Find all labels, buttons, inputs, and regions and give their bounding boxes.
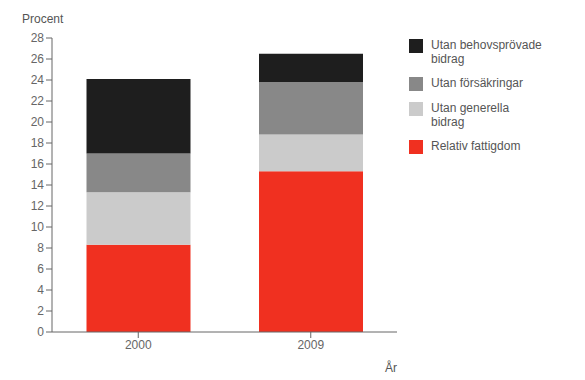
- html-text:bidrag: bidrag: [431, 52, 465, 66]
- html-text:bidrag: bidrag: [431, 115, 465, 129]
- svg-text:6: 6: [37, 262, 44, 276]
- svg-text:24: 24: [31, 73, 45, 87]
- html-text:Utan försäkringar: Utan försäkringar: [431, 76, 523, 90]
- svg-text:2: 2: [37, 304, 44, 318]
- html-text:Procent: Procent: [22, 12, 64, 26]
- svg-text:28: 28: [31, 31, 45, 45]
- svg-text:18: 18: [31, 136, 45, 150]
- svg-text:10: 10: [31, 220, 45, 234]
- html-text:Relativ fattigdom: Relativ fattigdom: [431, 139, 521, 153]
- svg-text:2000: 2000: [125, 338, 152, 352]
- html-text:Utan generella: Utan generella: [431, 101, 510, 115]
- html-text:Utan behovsprövade: Utan behovsprövade: [431, 38, 542, 52]
- svg-text:12: 12: [31, 199, 45, 213]
- svg-text:4: 4: [37, 283, 44, 297]
- svg-text:2009: 2009: [297, 338, 324, 352]
- svg-text:20: 20: [31, 115, 45, 129]
- svg-text:0: 0: [37, 325, 44, 339]
- svg-text:År: År: [385, 360, 397, 372]
- svg-text:14: 14: [31, 178, 45, 192]
- svg-text:26: 26: [31, 52, 45, 66]
- svg-text:8: 8: [37, 241, 44, 255]
- svg-text:22: 22: [31, 94, 45, 108]
- svg-text:16: 16: [31, 157, 45, 171]
